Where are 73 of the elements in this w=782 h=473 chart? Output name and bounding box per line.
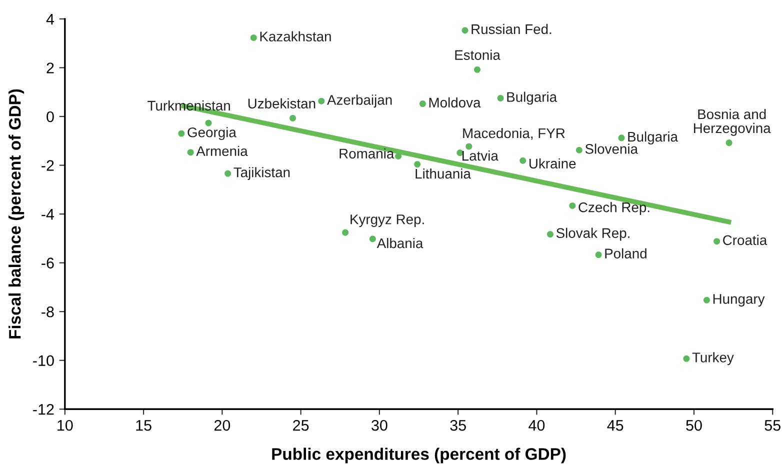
data-label: Ukraine — [530, 158, 576, 169]
point — [474, 66, 481, 73]
x-tick-label: 10 — [58, 420, 73, 431]
data-label: Uzbekistan — [248, 98, 316, 108]
x-tick-label: 35 — [450, 420, 466, 431]
point — [250, 34, 257, 41]
data-label: Armenia — [196, 146, 248, 156]
data-label: Macedonia, FYR — [463, 128, 565, 140]
data-label: Albania — [376, 238, 424, 248]
point — [395, 152, 402, 160]
x-tick-label: 15 — [136, 420, 152, 431]
data-label: Slovenia — [585, 144, 638, 154]
point — [703, 296, 710, 304]
point — [520, 157, 526, 164]
y-tick-label: -2 — [42, 160, 54, 171]
point — [595, 252, 602, 258]
point — [497, 94, 504, 102]
data-label: Estonia — [455, 50, 500, 60]
x-tick-label: 45 — [607, 420, 624, 431]
x-axis-title: Public expenditures (percent of GDP) — [272, 448, 566, 464]
data-label: Poland — [605, 248, 646, 258]
point — [205, 120, 212, 126]
point — [318, 98, 325, 104]
x-tick-label: 25 — [293, 420, 309, 431]
data-label: Bosnia and Herzegovina — [694, 108, 771, 136]
y-tick-label: 0 — [46, 111, 54, 122]
point — [683, 355, 690, 362]
point — [569, 202, 576, 209]
data-label: Bulgaria — [628, 131, 678, 144]
data-label: Bulgaria — [507, 92, 558, 105]
x-tick-label: 40 — [528, 420, 545, 431]
point — [342, 229, 349, 236]
point — [576, 146, 582, 154]
point — [546, 231, 554, 238]
data-label: Azerbaijan — [326, 94, 392, 108]
point — [414, 161, 421, 168]
point — [714, 238, 720, 245]
point — [224, 170, 232, 177]
point — [419, 100, 426, 108]
data-label: Russian Fed. — [472, 24, 552, 34]
y-tick-label: -6 — [42, 258, 54, 268]
data-label: Kazakhstan — [260, 31, 331, 42]
y-tick-label: -10 — [33, 355, 54, 366]
x-tick-label: 50 — [686, 420, 702, 431]
data-label: Latvia — [462, 150, 498, 161]
point — [178, 130, 185, 137]
data-label: Moldova — [429, 97, 481, 108]
y-tick-label: -4 — [42, 209, 54, 220]
data-label: Croatia — [723, 234, 768, 246]
data-label: Turkey — [692, 352, 734, 366]
data-label: Hungary — [713, 294, 765, 307]
point — [726, 140, 732, 146]
point — [618, 134, 625, 142]
x-tick-label: 55 — [764, 420, 780, 431]
point — [290, 114, 296, 122]
x-tick-label: 20 — [214, 420, 230, 431]
y-tick-label: -12 — [33, 404, 54, 415]
x-tick-label: 30 — [372, 420, 388, 431]
y-tick-label: 2 — [46, 62, 54, 74]
y-tick-label: -8 — [42, 306, 54, 318]
data-label: Kyrgyz Rep. — [350, 214, 424, 228]
data-label: Czech Rep. — [578, 202, 650, 215]
point — [466, 143, 472, 150]
data-label: Lithuania — [416, 168, 471, 179]
data-label: Georgia — [188, 127, 236, 140]
data-label: Slovak Rep. — [556, 228, 630, 241]
point — [462, 27, 468, 34]
data-label: Romania — [340, 148, 394, 159]
y-axis-title: Fiscal balance (percent of GDP) — [8, 89, 24, 338]
data-label: Tajikistan — [234, 167, 290, 180]
point — [187, 149, 194, 156]
y-tick-label: 4 — [46, 14, 54, 24]
point — [369, 236, 376, 242]
